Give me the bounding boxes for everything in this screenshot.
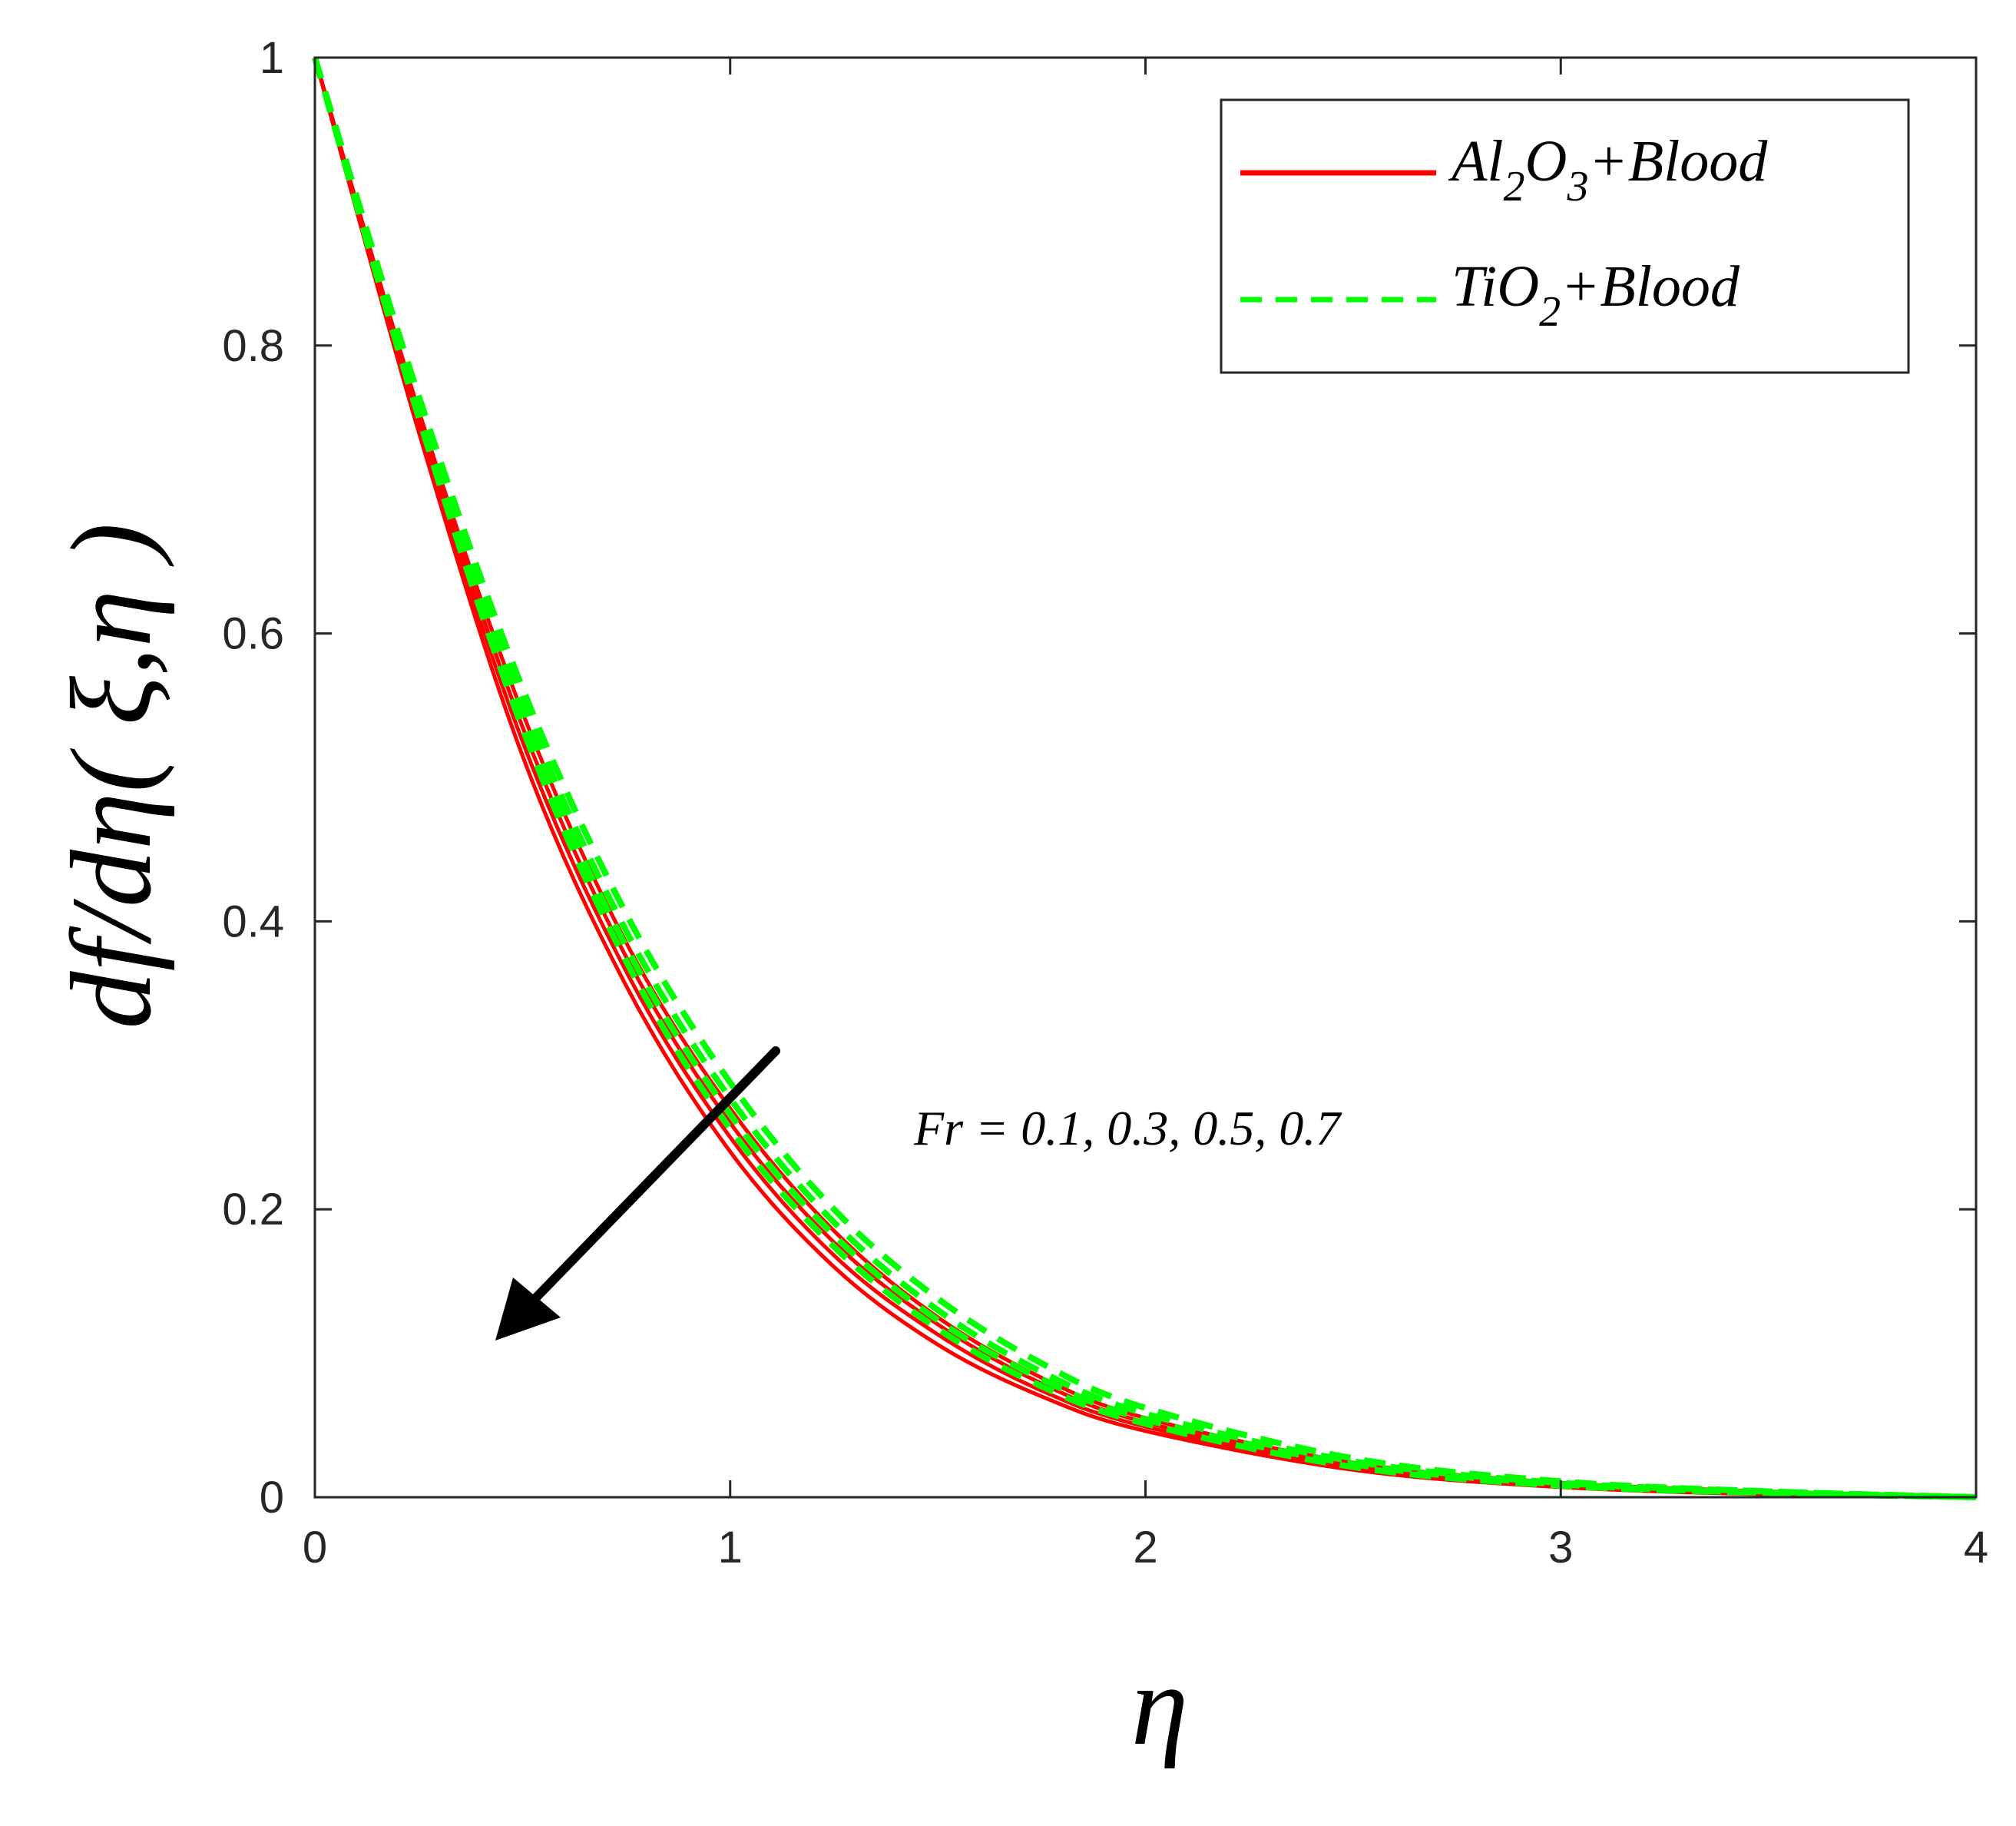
y-tick-label: 0 [260, 1473, 284, 1523]
y-tick-label: 0.2 [222, 1185, 284, 1234]
x-tick-label: 3 [1548, 1523, 1573, 1572]
legend-box [1220, 98, 1910, 374]
y-tick-label: 0.6 [222, 609, 284, 659]
y-tick-label: 1 [260, 33, 284, 83]
x-tick-label: 1 [718, 1523, 743, 1572]
y-tick-label: 0.4 [222, 896, 284, 946]
x-tick-label: 2 [1133, 1523, 1157, 1572]
x-tick-label: 0 [303, 1523, 327, 1572]
y-tick-label: 0.8 [222, 321, 284, 371]
y-axis-label: df/dη( ξ,η ) [48, 523, 175, 1029]
x-axis-label: η [1131, 1642, 1188, 1769]
x-tick-label: 4 [1964, 1523, 1988, 1572]
annotation-text: Fr = 0.1, 0.3, 0.5, 0.7 [913, 1101, 1342, 1155]
annotation-arrow [495, 1046, 780, 1341]
legend: Al2O3+Blood TiO2+Blood [1220, 98, 1910, 374]
y-ticks: 0 0.2 0.4 0.6 0.8 1 [222, 33, 1976, 1523]
x-ticks: 0 1 2 3 4 [303, 58, 1988, 1572]
